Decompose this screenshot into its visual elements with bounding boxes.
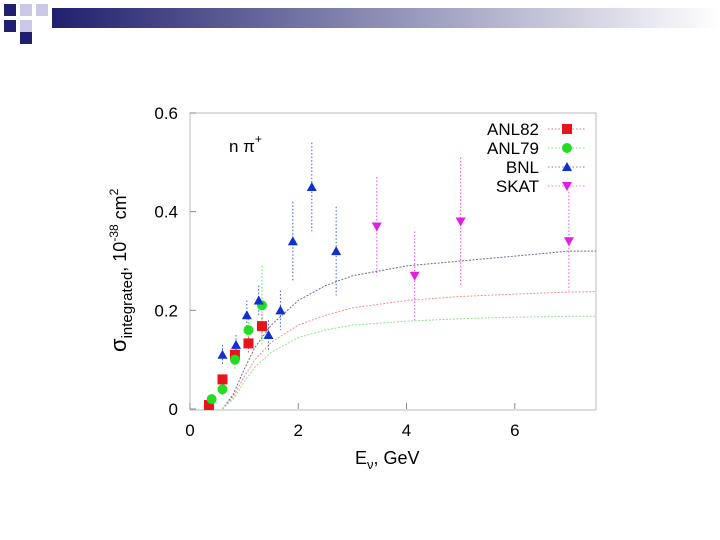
- anl79-point: [229, 354, 240, 365]
- bnl-point: [253, 295, 264, 305]
- legend-label-anl79: ANL79: [487, 139, 539, 158]
- anl79-point: [217, 384, 228, 395]
- legend-marker-anl79: [562, 143, 572, 153]
- y-axis-ticks: 0 0.2 0.4 0.6: [154, 104, 196, 419]
- bnl-point: [263, 330, 274, 339]
- model-curve-1: [222, 250, 596, 410]
- x-tick-label: 4: [402, 421, 411, 440]
- legend-label-anl82: ANL82: [487, 120, 539, 139]
- y-tick-label: 0.6: [154, 104, 178, 123]
- annotation-superscript: +: [255, 132, 262, 146]
- skat-point: [409, 271, 420, 281]
- plot-frame: [189, 112, 597, 411]
- y-tick-label: 0.2: [154, 301, 178, 320]
- anl79-point: [243, 325, 254, 336]
- legend-marker-skat: [562, 182, 572, 191]
- x-tick-label: 2: [294, 421, 303, 440]
- skat-point: [455, 217, 466, 227]
- bnl-point: [331, 246, 342, 256]
- y-tick-label: 0: [169, 400, 178, 419]
- y-tick-label: 0.4: [154, 203, 178, 222]
- anl82-point: [256, 321, 267, 332]
- x-axis-title-rest: , GeV: [374, 448, 420, 468]
- x-axis-title-main: E: [355, 448, 367, 468]
- data-markers: [203, 182, 574, 411]
- anl82-point: [243, 338, 254, 349]
- banner-square-dark-top: [4, 4, 16, 16]
- banner-square-light-1: [36, 4, 48, 16]
- x-tick-label: 0: [185, 421, 194, 440]
- y-axis-title-exp: -38: [107, 224, 121, 242]
- y-axis-title-unit: cm: [110, 195, 130, 224]
- x-axis-title-sub: ν: [367, 457, 374, 472]
- legend-label-bnl: BNL: [506, 158, 539, 177]
- x-axis-title: Eν, GeV: [355, 448, 420, 472]
- anl79-point: [206, 394, 217, 405]
- model-curve-2: [222, 291, 597, 410]
- legend-marker-bnl: [562, 162, 572, 171]
- bnl-point: [231, 339, 242, 349]
- y-axis-title-unit-exp: 2: [107, 188, 121, 195]
- bnl-point: [275, 305, 286, 315]
- x-axis-ticks: 0 2 4 6: [185, 403, 520, 440]
- bnl-point: [241, 310, 252, 320]
- skat-point: [563, 237, 574, 247]
- model-curves: [222, 250, 597, 410]
- skat-point: [371, 222, 382, 232]
- model-curve-3: [222, 315, 596, 410]
- y-axis-title-main: σ: [106, 338, 131, 352]
- anl82-point: [217, 374, 228, 385]
- banner-gradient-bar: [52, 8, 720, 28]
- bnl-point: [287, 236, 298, 246]
- bnl-point: [306, 182, 317, 191]
- legend-marker-anl82: [562, 124, 572, 134]
- banner-square-dark-2: [4, 20, 16, 32]
- y-axis-title: σintegrated, 10-38 cm2: [106, 188, 136, 352]
- banner-square-light-3: [20, 20, 32, 32]
- anl82-point: [203, 400, 214, 411]
- legend-label-skat: SKAT: [496, 177, 539, 196]
- y-axis-title-sub: integrated: [119, 272, 136, 339]
- bnl-point: [217, 349, 228, 359]
- annotation-main: n π: [229, 137, 255, 156]
- banner-square-light-top: [20, 4, 32, 16]
- x-tick-label: 6: [510, 421, 519, 440]
- annotation: n π+: [229, 132, 262, 156]
- slide-decoration: [4, 4, 720, 44]
- banner-square-dark-4: [20, 32, 32, 44]
- y-axis-title-rest: , 10: [110, 242, 130, 272]
